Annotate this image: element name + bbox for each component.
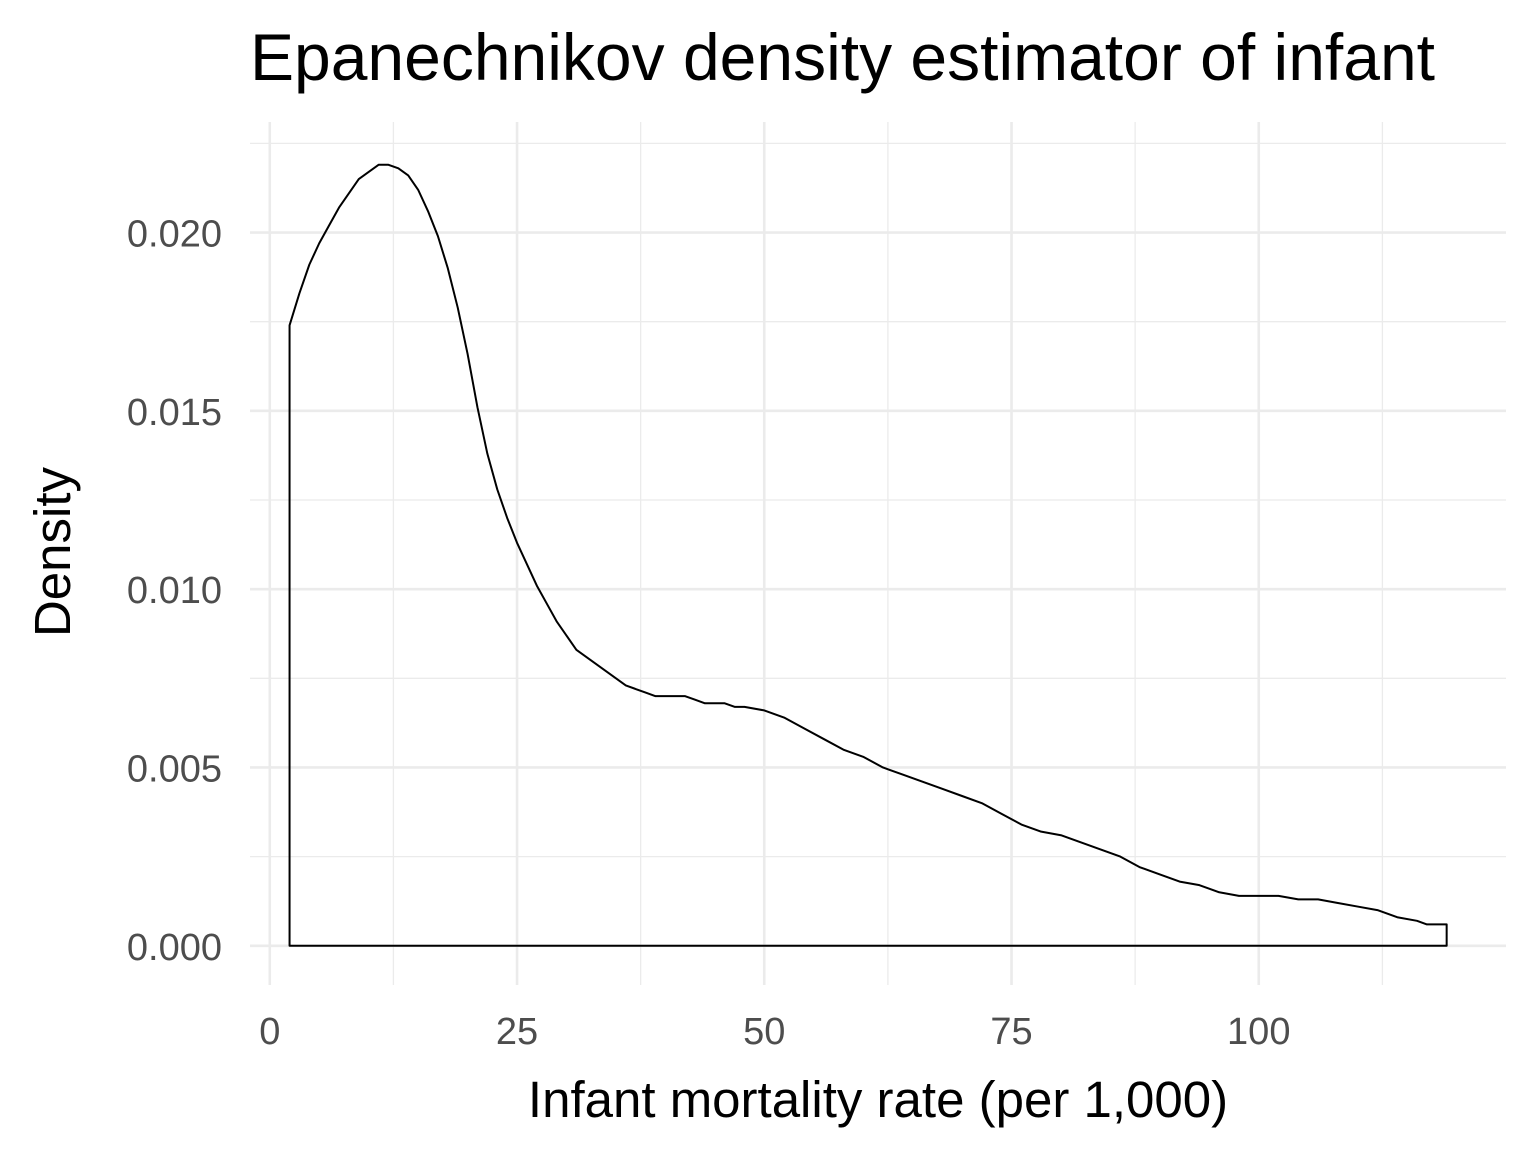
x-tick-label: 0	[259, 1011, 280, 1053]
y-tick-label: 0.020	[127, 214, 222, 256]
x-tick-label: 100	[1227, 1011, 1290, 1053]
density-curve	[288, 163, 1448, 947]
x-tick-label: 50	[743, 1011, 785, 1053]
x-axis-tick-labels: 0 25 50 75 100	[259, 1011, 1290, 1053]
minor-gridlines	[250, 122, 1506, 985]
y-tick-label: 0.015	[127, 392, 222, 434]
x-tick-label: 75	[990, 1011, 1032, 1053]
y-axis-title: Density	[24, 466, 81, 637]
major-gridlines	[250, 122, 1506, 985]
y-tick-label: 0.000	[127, 927, 222, 969]
x-tick-label: 25	[496, 1011, 538, 1053]
y-axis-tick-labels: 0.000 0.005 0.010 0.015 0.020	[127, 214, 222, 969]
chart-title: Epanechnikov density estimator of infant	[250, 20, 1435, 94]
y-tick-label: 0.010	[127, 570, 222, 612]
y-tick-label: 0.005	[127, 748, 222, 790]
plot-area	[288, 163, 1448, 947]
x-axis-title: Infant mortality rate (per 1,000)	[528, 1071, 1228, 1128]
